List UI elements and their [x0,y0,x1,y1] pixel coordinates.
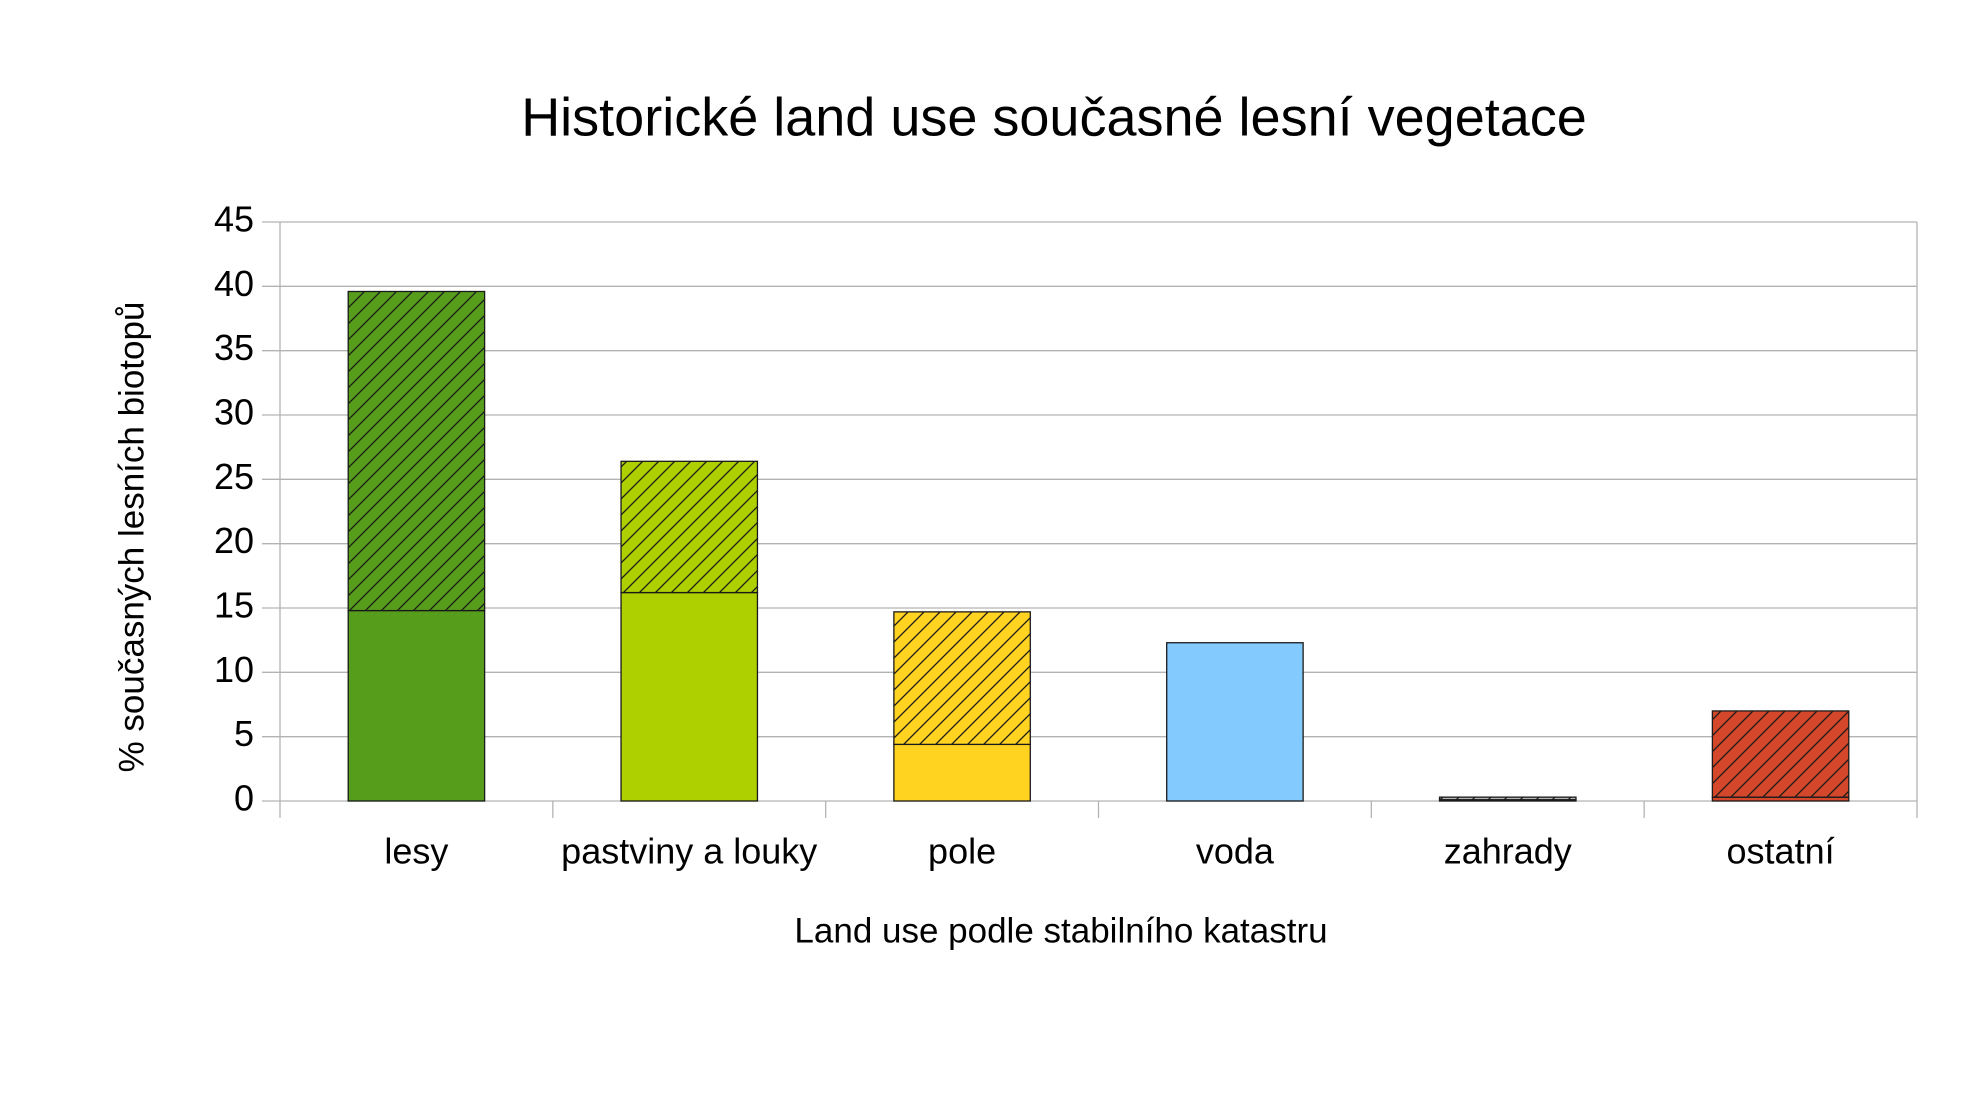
y-tick-label: 45 [214,199,254,240]
y-tick-label: 10 [214,649,254,690]
bar-segment [620,591,759,802]
y-tick-label: 15 [214,585,254,626]
y-tick-label: 5 [234,713,254,754]
x-tick-label: ostatní [1727,831,1835,872]
y-tick-label: 20 [214,520,254,561]
x-tick-label: pastviny a louky [561,831,817,872]
bar-segment [893,743,1031,802]
bar-segment [1166,642,1304,802]
y-tick-label: 35 [214,327,254,368]
bar-segment [1438,796,1577,801]
y-tick-label: 40 [214,263,254,304]
y-tick-label: 0 [234,778,254,819]
y-axis-title: % současných lesních biotopů [112,302,151,773]
x-axis-title: Land use podle stabilního katastru [794,911,1327,950]
bar-segment [347,290,486,612]
bar-segment [620,460,759,594]
x-tick-label: voda [1196,831,1275,872]
bar-segment [347,609,486,802]
chart-title: Historické land use současné lesní veget… [521,87,1587,147]
x-tick-label: pole [928,831,996,872]
y-tick-label: 25 [214,456,254,497]
x-tick-label: lesy [384,831,448,872]
bar-segment [1711,710,1850,798]
bar-segment [893,611,1031,746]
x-tick-label: zahrady [1444,831,1572,872]
y-tick-label: 30 [214,392,254,433]
